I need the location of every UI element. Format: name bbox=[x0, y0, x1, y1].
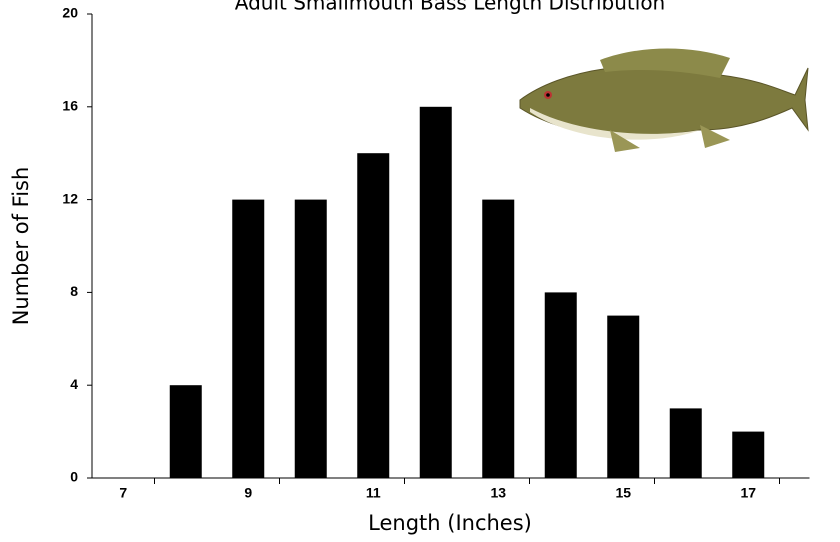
y-tick-label: 4 bbox=[70, 376, 78, 392]
bar bbox=[232, 200, 264, 478]
bar bbox=[170, 385, 202, 478]
x-tick-label: 13 bbox=[490, 485, 506, 501]
y-tick-label: 16 bbox=[62, 98, 78, 114]
x-tick-label: 7 bbox=[119, 485, 127, 501]
x-tick-label: 15 bbox=[615, 485, 631, 501]
y-tick-label: 0 bbox=[70, 469, 78, 485]
bar bbox=[732, 432, 764, 478]
bar bbox=[357, 153, 389, 478]
bar bbox=[670, 408, 702, 478]
page: {"chart_data": {"type": "bar", "title": … bbox=[0, 0, 840, 542]
chart: Adult Smallmouth Bass Length Distributio… bbox=[0, 0, 840, 542]
y-axis-title: Number of Fish bbox=[9, 167, 33, 326]
x-tick-label: 11 bbox=[366, 485, 381, 501]
bar bbox=[482, 200, 514, 478]
x-tick-label: 17 bbox=[740, 485, 756, 501]
fish-illustration bbox=[520, 48, 808, 152]
chart-title: Adult Smallmouth Bass Length Distributio… bbox=[235, 0, 665, 15]
x-axis-title: Length (Inches) bbox=[368, 511, 532, 535]
x-tick-label: 9 bbox=[244, 485, 252, 501]
y-tick-label: 12 bbox=[62, 190, 78, 206]
y-tick-label: 20 bbox=[62, 5, 78, 21]
bar bbox=[420, 107, 452, 478]
y-tick-label: 8 bbox=[70, 283, 78, 299]
bar bbox=[295, 200, 327, 478]
bar bbox=[607, 316, 639, 478]
bar bbox=[545, 292, 577, 478]
